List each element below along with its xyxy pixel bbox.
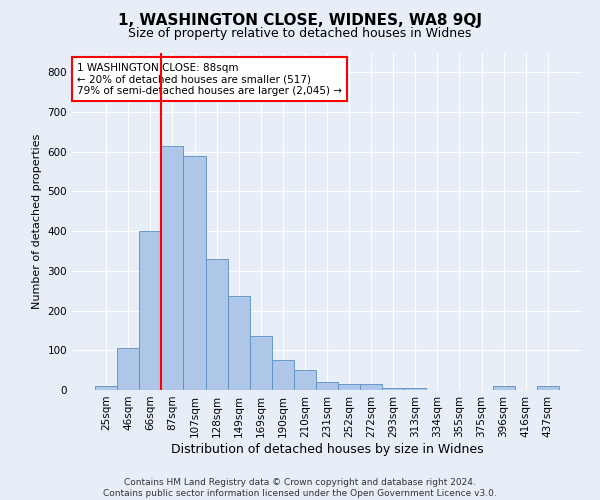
Y-axis label: Number of detached properties: Number of detached properties	[32, 134, 42, 309]
Bar	[227, 296, 250, 390]
X-axis label: Distribution of detached houses by size in Widnes: Distribution of detached houses by size …	[170, 442, 484, 456]
Bar	[338, 384, 360, 390]
Bar	[404, 388, 427, 390]
Bar	[184, 156, 206, 390]
Bar	[161, 146, 184, 390]
Text: Contains HM Land Registry data © Crown copyright and database right 2024.
Contai: Contains HM Land Registry data © Crown c…	[103, 478, 497, 498]
Bar	[537, 386, 559, 390]
Bar	[117, 348, 139, 390]
Bar	[382, 388, 404, 390]
Bar	[360, 384, 382, 390]
Text: 1 WASHINGTON CLOSE: 88sqm
← 20% of detached houses are smaller (517)
79% of semi: 1 WASHINGTON CLOSE: 88sqm ← 20% of detac…	[77, 62, 342, 96]
Bar	[272, 360, 294, 390]
Text: Size of property relative to detached houses in Widnes: Size of property relative to detached ho…	[128, 28, 472, 40]
Bar	[294, 370, 316, 390]
Bar	[316, 382, 338, 390]
Bar	[493, 386, 515, 390]
Bar	[95, 386, 117, 390]
Bar	[139, 231, 161, 390]
Text: 1, WASHINGTON CLOSE, WIDNES, WA8 9QJ: 1, WASHINGTON CLOSE, WIDNES, WA8 9QJ	[118, 12, 482, 28]
Bar	[250, 336, 272, 390]
Bar	[206, 259, 227, 390]
